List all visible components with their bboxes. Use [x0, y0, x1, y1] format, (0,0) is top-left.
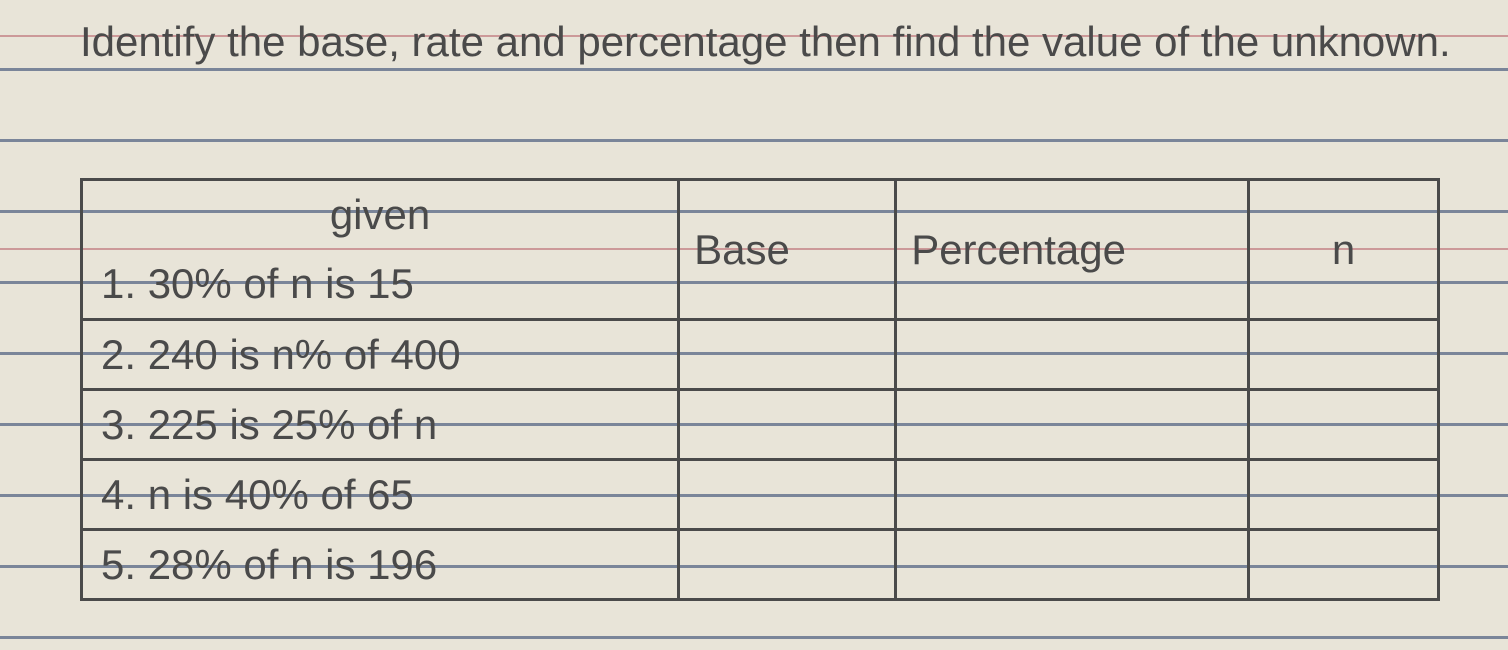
cell-base [679, 530, 896, 600]
table-row: 5. 28% of n is 196 [82, 530, 1439, 600]
header-percentage: Percentage [896, 180, 1249, 320]
worksheet-table-container: given Base Percentage n 1. 30% of n is 1… [80, 178, 1440, 601]
table-row: 3. 225 is 25% of n [82, 390, 1439, 460]
cell-given: 5. 28% of n is 196 [82, 530, 679, 600]
cell-n [1249, 390, 1439, 460]
cell-base [679, 320, 896, 390]
cell-given: 1. 30% of n is 15 [82, 250, 679, 320]
table-row: 4. n is 40% of 65 [82, 460, 1439, 530]
cell-percentage [896, 530, 1249, 600]
header-n: n [1249, 180, 1439, 320]
cell-n [1249, 530, 1439, 600]
table-row: 2. 240 is n% of 400 [82, 320, 1439, 390]
header-base: Base [679, 180, 896, 320]
table-header-row: given Base Percentage n [82, 180, 1439, 250]
cell-percentage [896, 460, 1249, 530]
cell-percentage [896, 390, 1249, 460]
cell-given: 2. 240 is n% of 400 [82, 320, 679, 390]
cell-base [679, 460, 896, 530]
cell-base [679, 390, 896, 460]
cell-percentage [896, 320, 1249, 390]
cell-given: 4. n is 40% of 65 [82, 460, 679, 530]
cell-given: 3. 225 is 25% of n [82, 390, 679, 460]
cell-n [1249, 320, 1439, 390]
cell-n [1249, 460, 1439, 530]
worksheet-table: given Base Percentage n 1. 30% of n is 1… [80, 178, 1440, 601]
instruction-text: Identify the base, rate and percentage t… [80, 10, 1468, 73]
header-given: given [82, 180, 679, 250]
